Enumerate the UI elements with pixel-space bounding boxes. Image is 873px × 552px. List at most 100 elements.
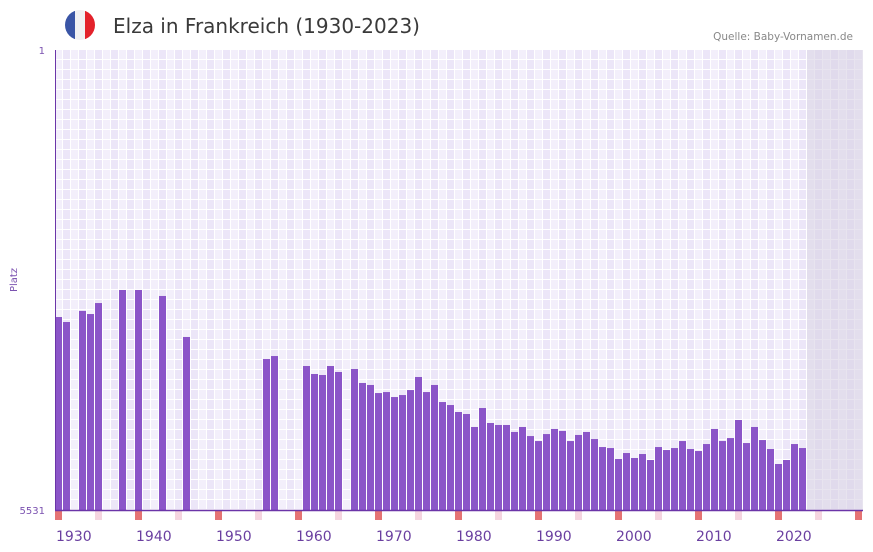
bar-2000[interactable] — [615, 459, 622, 510]
bar-1935[interactable] — [95, 303, 102, 510]
bar-1985[interactable] — [495, 424, 502, 510]
bar-1938[interactable] — [119, 289, 126, 510]
bar-2001[interactable] — [623, 453, 630, 510]
bar-1946[interactable] — [183, 336, 190, 510]
x-tick-label: 1980 — [456, 529, 492, 545]
year-marker-1990 — [535, 511, 542, 520]
bar-1993[interactable] — [559, 430, 566, 510]
bar-1977[interactable] — [431, 384, 438, 510]
year-marker-2015 — [735, 511, 742, 520]
bar-2023[interactable] — [799, 448, 806, 510]
x-tick-label: 1950 — [216, 529, 252, 545]
bar-1996[interactable] — [583, 431, 590, 510]
bar-2018[interactable] — [759, 440, 766, 510]
bar-2014[interactable] — [727, 438, 734, 510]
bar-1974[interactable] — [407, 390, 414, 510]
bar-1978[interactable] — [439, 402, 446, 510]
year-marker-1960 — [295, 511, 302, 520]
bar-2017[interactable] — [751, 426, 758, 510]
bar-1987[interactable] — [511, 431, 518, 510]
bar-1994[interactable] — [567, 441, 574, 510]
bar-2013[interactable] — [719, 441, 726, 510]
bar-2011[interactable] — [703, 444, 710, 510]
bar-1984[interactable] — [487, 422, 494, 510]
year-marker-1930 — [55, 511, 62, 520]
bar-1940[interactable] — [135, 289, 142, 510]
bar-1980[interactable] — [455, 412, 462, 510]
bar-1943[interactable] — [159, 295, 166, 510]
bar-2002[interactable] — [631, 458, 638, 510]
future-region — [807, 50, 863, 510]
bar-2015[interactable] — [735, 419, 742, 510]
x-tick-label: 1960 — [296, 529, 332, 545]
bar-1930[interactable] — [55, 317, 62, 510]
bar-1979[interactable] — [447, 405, 454, 510]
bar-2019[interactable] — [767, 449, 774, 510]
bar-1976[interactable] — [423, 392, 430, 510]
bar-1975[interactable] — [415, 376, 422, 510]
bar-1988[interactable] — [519, 426, 526, 510]
bar-1961[interactable] — [303, 366, 310, 510]
bar-1998[interactable] — [599, 447, 606, 510]
bar-1991[interactable] — [543, 434, 550, 510]
bar-1956[interactable] — [263, 359, 270, 510]
bar-1970[interactable] — [375, 393, 382, 510]
year-marker-1985 — [495, 511, 502, 520]
bar-1999[interactable] — [607, 448, 614, 510]
y-tick-top: 1 — [39, 46, 45, 57]
x-tick-label: 1940 — [136, 529, 172, 545]
bar-1971[interactable] — [383, 392, 390, 510]
x-tick-label: 1930 — [56, 529, 92, 545]
bar-1964[interactable] — [327, 366, 334, 510]
bar-1963[interactable] — [319, 374, 326, 510]
year-marker-1935 — [95, 511, 102, 520]
year-marker-1995 — [575, 511, 582, 520]
bar-2004[interactable] — [647, 460, 654, 510]
bar-2006[interactable] — [663, 450, 670, 510]
year-marker-1945 — [175, 511, 182, 520]
bar-2016[interactable] — [743, 443, 750, 510]
bar-1973[interactable] — [399, 395, 406, 510]
bar-1965[interactable] — [335, 372, 342, 510]
bar-2022[interactable] — [791, 444, 798, 510]
bar-1969[interactable] — [367, 384, 374, 510]
year-marker-2010 — [695, 511, 702, 520]
year-marker-2020 — [775, 511, 782, 520]
bar-1967[interactable] — [351, 369, 358, 510]
year-marker-1965 — [335, 511, 342, 520]
bar-1997[interactable] — [591, 439, 598, 510]
bar-1986[interactable] — [503, 424, 510, 510]
bar-2021[interactable] — [783, 460, 790, 510]
bar-1972[interactable] — [391, 397, 398, 510]
bar-1983[interactable] — [479, 408, 486, 510]
bar-1933[interactable] — [79, 310, 86, 510]
bar-2020[interactable] — [775, 464, 782, 510]
bar-2009[interactable] — [687, 449, 694, 510]
bar-1962[interactable] — [311, 373, 318, 510]
bar-2005[interactable] — [655, 447, 662, 510]
bar-1934[interactable] — [87, 314, 94, 510]
bar-2008[interactable] — [679, 441, 686, 510]
bar-1990[interactable] — [535, 441, 542, 510]
year-marker-1970 — [375, 511, 382, 520]
bar-2012[interactable] — [711, 428, 718, 510]
bar-1981[interactable] — [463, 414, 470, 510]
bar-1931[interactable] — [63, 322, 70, 510]
x-tick-label: 1990 — [536, 529, 572, 545]
year-marker-1955 — [255, 511, 262, 520]
bar-1989[interactable] — [527, 436, 534, 510]
year-marker-2005 — [655, 511, 662, 520]
year-marker-2030 — [855, 511, 862, 520]
bar-1968[interactable] — [359, 382, 366, 510]
year-marker-1940 — [135, 511, 142, 520]
year-marker-2025 — [815, 511, 822, 520]
bar-1982[interactable] — [471, 426, 478, 510]
bar-1992[interactable] — [551, 428, 558, 510]
bar-2010[interactable] — [695, 451, 702, 510]
bar-2007[interactable] — [671, 448, 678, 510]
bar-1957[interactable] — [271, 356, 278, 510]
bar-1995[interactable] — [575, 434, 582, 510]
y-axis-label: Platz — [9, 268, 20, 292]
year-marker-1980 — [455, 511, 462, 520]
bar-2003[interactable] — [639, 454, 646, 510]
